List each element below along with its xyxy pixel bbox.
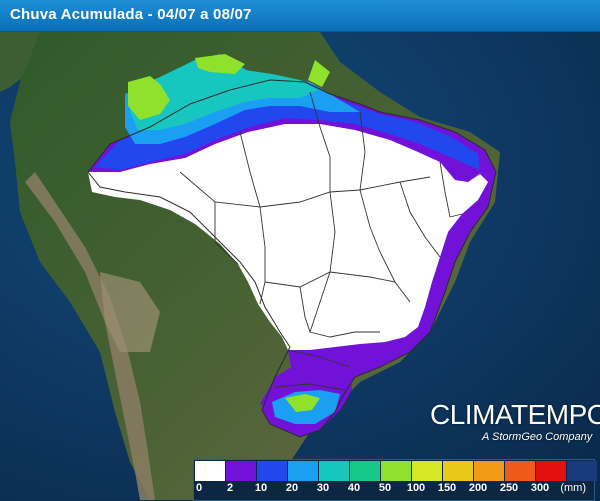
legend-swatch bbox=[536, 461, 566, 481]
legend-swatch bbox=[505, 461, 535, 481]
legend-label: 150 bbox=[437, 482, 457, 494]
rain-band-south-50mm bbox=[285, 394, 320, 412]
state-border-line bbox=[309, 91, 331, 192]
state-border-line bbox=[179, 171, 431, 208]
legend-label: 10 bbox=[254, 482, 268, 494]
rain-band-10mm bbox=[95, 80, 480, 170]
state-border-line bbox=[264, 271, 396, 288]
legend-swatch bbox=[226, 461, 256, 481]
rainfall-map-svg bbox=[0, 32, 600, 500]
legend-label: 30 bbox=[316, 482, 330, 494]
legend-swatch bbox=[195, 461, 225, 481]
state-border-line bbox=[239, 131, 261, 208]
legend-label: 0 bbox=[195, 482, 203, 494]
legend-label: 100 bbox=[406, 482, 426, 494]
state-border-line bbox=[359, 111, 366, 191]
legend-swatch bbox=[319, 461, 349, 481]
legend-label: 300 bbox=[530, 482, 550, 494]
legend-label: 200 bbox=[468, 482, 488, 494]
legend-swatches bbox=[194, 461, 597, 481]
legend-unit: (mm) bbox=[560, 482, 586, 494]
legend-label: 20 bbox=[285, 482, 299, 494]
map-title: Chuva Acumulada - 04/07 a 08/07 bbox=[10, 6, 252, 23]
rain-legend: (mm) 0 2 10 20 30 40 50 100 150 200 250 300 bbox=[193, 459, 597, 501]
legend-swatch bbox=[474, 461, 504, 481]
legend-label: 40 bbox=[347, 482, 361, 494]
brand-tagline: A StormGeo Company bbox=[482, 431, 593, 443]
no-rain-area bbox=[88, 124, 488, 350]
state-border-line bbox=[287, 349, 351, 368]
state-borders bbox=[179, 91, 463, 391]
brazil-outline bbox=[87, 79, 497, 438]
legend-swatch bbox=[350, 461, 380, 481]
legend-swatch bbox=[443, 461, 473, 481]
legend-label: 50 bbox=[378, 482, 392, 494]
state-border-line bbox=[299, 286, 380, 338]
legend-label: 250 bbox=[499, 482, 519, 494]
state-border-line bbox=[399, 181, 441, 258]
climatempo-logo: CLIMATEMPO A StormGeo Company bbox=[430, 399, 600, 444]
legend-swatch bbox=[257, 461, 287, 481]
legend-swatch bbox=[412, 461, 442, 481]
altiplano bbox=[100, 272, 160, 352]
legend-label: 2 bbox=[226, 482, 234, 494]
legend-swatch bbox=[381, 461, 411, 481]
state-border-line bbox=[274, 383, 346, 391]
andes-mountains bbox=[25, 172, 155, 500]
legend-swatch bbox=[567, 461, 597, 481]
map-title-bar: Chuva Acumulada - 04/07 a 08/07 bbox=[0, 0, 600, 32]
state-border-line bbox=[259, 206, 266, 305]
rainfall-map bbox=[0, 32, 600, 500]
legend-swatch bbox=[288, 461, 318, 481]
state-border-line bbox=[359, 189, 411, 303]
brand-name: CLIMATEMPO bbox=[430, 399, 600, 430]
state-border-line bbox=[439, 161, 463, 218]
rain-band-50mm bbox=[128, 54, 330, 120]
legend-labels: (mm) 0 2 10 20 30 40 50 100 150 200 250 300 bbox=[194, 481, 594, 499]
state-border-line bbox=[214, 202, 239, 265]
